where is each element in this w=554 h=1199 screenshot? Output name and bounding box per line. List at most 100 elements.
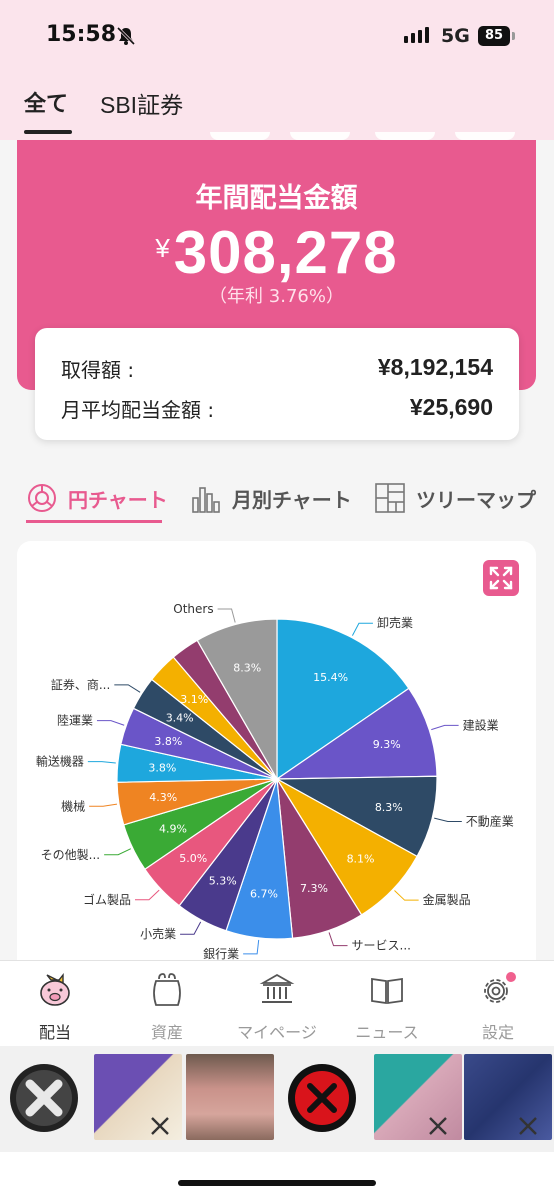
nav-item-mypage[interactable]: マイページ (232, 971, 322, 1043)
expand-button[interactable] (483, 560, 519, 596)
summary-title: 年間配当金額 (195, 183, 358, 214)
slice-value-label: 4.3% (149, 791, 177, 804)
ad-close-x-icon[interactable] (424, 1112, 452, 1140)
pie-slice[interactable] (275, 687, 438, 780)
nav-label: ニュース (355, 1023, 419, 1042)
pie-slice[interactable] (196, 618, 278, 782)
ad-image-bedding-navy[interactable] (464, 1054, 552, 1140)
account-tabs: 全て SBI証券 (0, 70, 554, 140)
nav-item-dividend[interactable]: 配当 (10, 971, 100, 1043)
nav-label: 設定 (481, 1023, 514, 1042)
status-bar: 15:58 5G 85 (0, 0, 554, 70)
nav-label: 資産 (150, 1023, 183, 1042)
purse-icon (153, 973, 181, 1006)
slice-value-label: 9.3% (373, 738, 401, 751)
pie-slice[interactable] (276, 618, 410, 781)
pie-chart: 15.4% 卸売業 9.3% 建設業 8.3% 不動産業 8.1% 金属製品 7.3% サービス.… (36, 602, 514, 960)
slice-leader-line (104, 848, 131, 856)
detail-value: ¥25,690 (409, 394, 493, 420)
nav-item-assets[interactable]: 資産 (122, 971, 212, 1043)
annual-dividend-amount: ¥308,278 (17, 218, 536, 287)
pig-icon (40, 973, 70, 1006)
slice-value-label: 6.7% (250, 887, 278, 900)
slice-leader-line (431, 724, 459, 731)
home-indicator[interactable] (178, 1180, 376, 1186)
slice-leader-line (351, 622, 373, 636)
slice-leader-line (394, 890, 419, 901)
decor-tab (290, 132, 350, 140)
slice-category-label: サービス... (352, 939, 411, 953)
slice-leader-line (114, 684, 141, 693)
nav-label: 配当 (38, 1023, 71, 1042)
amount-value: 308,278 (173, 219, 398, 286)
status-time: 15:58 (46, 22, 117, 47)
slice-category-label: 陸運業 (57, 714, 93, 728)
yield-text: （年利 3.76%） (209, 286, 344, 307)
close-ad-icon[interactable] (8, 1062, 80, 1134)
notification-dot (506, 972, 516, 982)
slice-leader-line (217, 608, 236, 623)
network-label: 5G (441, 25, 470, 47)
slice-category-label: ゴム製品 (83, 892, 131, 907)
slice-category-label: その他製... (41, 848, 100, 862)
decor-tab (375, 132, 435, 140)
slice-leader-line (96, 720, 125, 726)
tab-label: 月別チャート (232, 487, 352, 512)
decor-tab (210, 132, 270, 140)
detail-label: 取得額 : (61, 358, 135, 382)
bar-chart-icon (192, 487, 220, 513)
slice-value-label: 3.8% (148, 762, 176, 775)
detail-label: 月平均配当金額 : (61, 398, 215, 422)
ad-banner[interactable] (0, 1046, 554, 1152)
slice-value-label: 8.1% (347, 852, 375, 865)
slice-category-label: 不動産業 (466, 813, 514, 828)
slice-category-label: 輸送機器 (36, 754, 84, 769)
tab-pie-chart[interactable]: 円チャート (26, 480, 168, 516)
tab-label: 円チャート (68, 487, 168, 512)
tab-all[interactable]: 全て (24, 92, 69, 117)
bell-mute-icon (116, 26, 136, 46)
tab-monthly-chart[interactable]: 月別チャート (190, 480, 352, 516)
treemap-icon (375, 483, 405, 513)
slice-leader-line (87, 761, 116, 764)
slice-value-label: 7.3% (300, 882, 328, 895)
close-ad-red-icon[interactable] (286, 1062, 358, 1134)
slice-category-label: 証券、商... (51, 677, 110, 692)
slice-value-label: 8.3% (233, 662, 261, 675)
slice-value-label: 5.3% (209, 875, 237, 888)
tab-active-indicator (24, 130, 72, 134)
slice-value-label: 15.4% (313, 671, 348, 684)
ad-image-bedding-teal[interactable] (374, 1054, 462, 1140)
ad-close-x-icon[interactable] (514, 1112, 542, 1140)
ad-image-bedding[interactable] (94, 1054, 182, 1140)
bottom-safe-area (0, 1152, 554, 1199)
slice-leader-line (134, 889, 160, 901)
chart-tab-indicator (26, 520, 162, 523)
tab-label: ツリーマップ (416, 487, 536, 512)
ad-close-x-icon[interactable] (146, 1112, 174, 1140)
pie-chart-icon (28, 484, 56, 512)
tab-sbi[interactable]: SBI証券 (100, 92, 184, 118)
slice-category-label: 卸売業 (377, 615, 413, 630)
nav-item-settings[interactable]: 設定 (453, 971, 543, 1043)
detail-row: 取得額 : ¥8,192,154 (61, 354, 493, 383)
bank-icon (259, 973, 295, 1003)
signal-icon (404, 27, 429, 43)
detail-value: ¥8,192,154 (377, 354, 493, 380)
tab-treemap[interactable]: ツリーマップ (374, 480, 536, 516)
ad-image-fashion[interactable] (186, 1054, 274, 1140)
summary-detail-box: 取得額 : ¥8,192,154 月平均配当金額 : ¥25,690 (35, 328, 519, 440)
slice-value-label: 8.3% (375, 801, 403, 814)
decor-tab (455, 132, 515, 140)
detail-row: 月平均配当金額 : ¥25,690 (61, 394, 493, 423)
slice-leader-line (180, 921, 202, 935)
slice-category-label: 小売業 (140, 926, 176, 941)
slice-category-label: 銀行業 (203, 947, 239, 960)
slice-category-label: Others (173, 602, 213, 616)
battery-tip (512, 32, 515, 40)
nav-item-news[interactable]: ニュース (342, 971, 432, 1043)
bottom-navigation: 配当 資産 マイページ ニュース (0, 960, 554, 1046)
slice-category-label: 機械 (61, 798, 85, 813)
slice-leader-line (434, 817, 462, 822)
currency-symbol: ¥ (155, 233, 170, 263)
